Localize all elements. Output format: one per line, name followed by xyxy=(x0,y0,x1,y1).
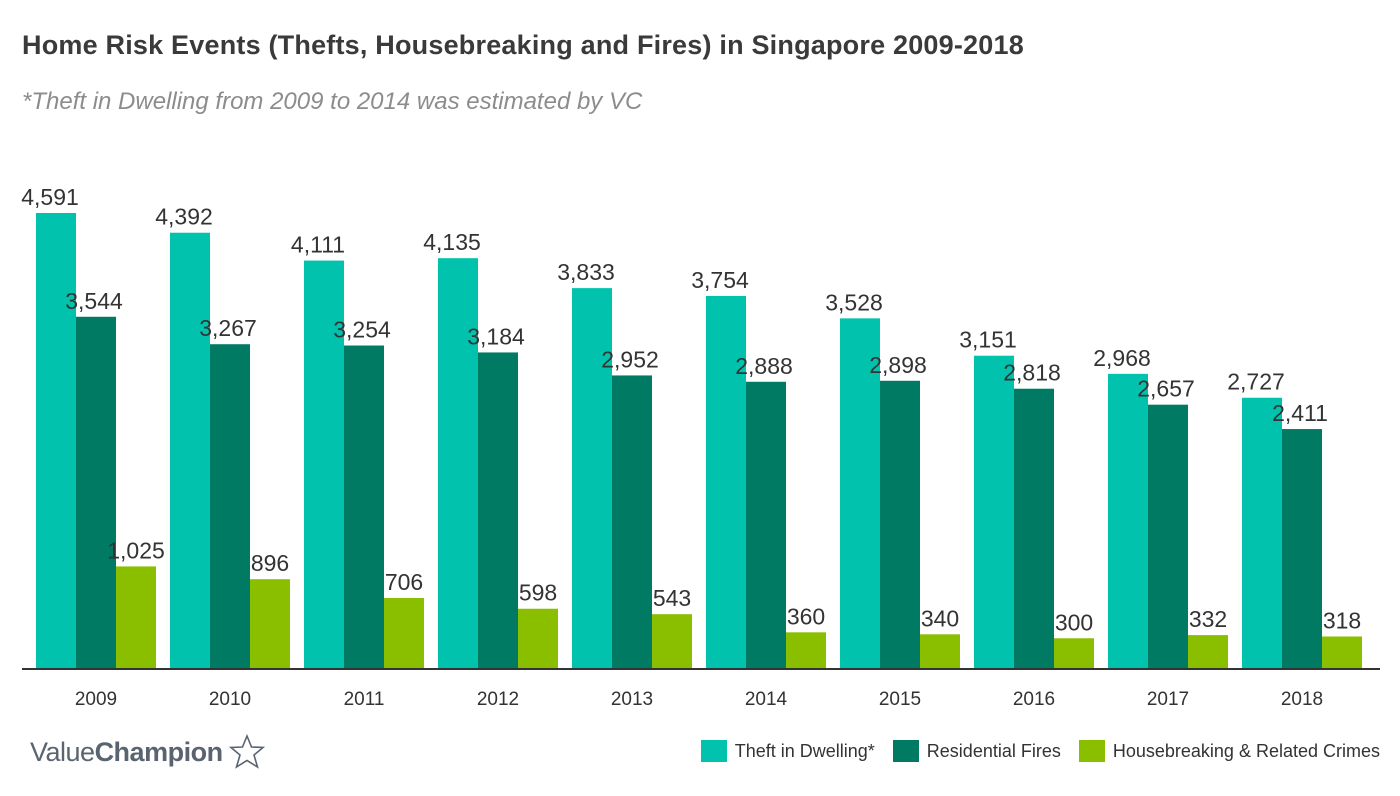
chart-subtitle: *Theft in Dwelling from 2009 to 2014 was… xyxy=(22,88,643,115)
data-label: 3,267 xyxy=(199,315,257,341)
x-tick-label: 2015 xyxy=(879,689,921,710)
x-tick-label: 2016 xyxy=(1013,689,1055,710)
data-label: 2,888 xyxy=(735,353,793,379)
data-label: 4,111 xyxy=(291,232,345,258)
bar-residential-fires-2010 xyxy=(210,344,250,668)
data-label: 360 xyxy=(787,603,825,629)
legend-item: Theft in Dwelling* xyxy=(700,740,875,762)
bar-theft-in-dwelling-2011 xyxy=(304,260,344,668)
bar-theft-in-dwelling-2013 xyxy=(572,288,612,668)
bar-residential-fires-2017 xyxy=(1148,404,1188,668)
brand-logo: ValueChampion xyxy=(30,734,265,770)
bar-residential-fires-2013 xyxy=(612,375,652,668)
bar-residential-fires-2016 xyxy=(1014,388,1054,668)
x-tick-label: 2012 xyxy=(477,689,519,710)
x-tick-label: 2011 xyxy=(344,689,385,710)
brand-name: ValueChampion xyxy=(30,737,223,768)
x-tick-label: 2013 xyxy=(611,689,653,710)
data-label: 896 xyxy=(251,550,289,576)
x-tick-label: 2010 xyxy=(209,689,251,710)
bar-residential-fires-2014 xyxy=(746,381,786,668)
bar-housebreaking-related-crimes-2009 xyxy=(116,566,156,668)
bar-housebreaking-related-crimes-2013 xyxy=(652,614,692,668)
data-label: 3,151 xyxy=(959,327,1017,353)
chart-title: Home Risk Events (Thefts, Housebreaking … xyxy=(22,30,1024,60)
legend-label: Housebreaking & Related Crimes xyxy=(1112,740,1380,761)
data-label: 2,968 xyxy=(1093,345,1151,371)
bar-housebreaking-related-crimes-2018 xyxy=(1322,636,1362,668)
data-label: 4,135 xyxy=(423,229,481,255)
x-tick-label: 2014 xyxy=(745,689,788,710)
bar-housebreaking-related-crimes-2010 xyxy=(250,579,290,668)
bar-housebreaking-related-crimes-2012 xyxy=(518,608,558,668)
bar-residential-fires-2009 xyxy=(76,316,116,668)
data-label: 3,544 xyxy=(65,288,123,314)
data-label: 2,657 xyxy=(1137,376,1195,402)
bar-theft-in-dwelling-2015 xyxy=(840,318,880,668)
data-label: 4,591 xyxy=(21,184,79,210)
legend-label: Theft in Dwelling* xyxy=(734,740,875,761)
chart-legend: Theft in Dwelling* Residential Fires House… xyxy=(700,740,1380,762)
bar-residential-fires-2012 xyxy=(478,352,518,668)
legend-label: Residential Fires xyxy=(926,740,1061,761)
data-label: 2,411 xyxy=(1272,400,1328,426)
bar-theft-in-dwelling-2018 xyxy=(1242,397,1282,668)
star-outline-icon xyxy=(228,734,265,769)
brand-name-bold: Champion xyxy=(94,736,224,767)
bar-residential-fires-2018 xyxy=(1282,429,1322,668)
data-label: 3,754 xyxy=(691,267,749,293)
data-label: 2,898 xyxy=(869,352,927,378)
bar-housebreaking-related-crimes-2016 xyxy=(1054,638,1094,668)
x-tick-label: 2017 xyxy=(1147,689,1189,710)
data-label: 2,818 xyxy=(1003,360,1061,386)
data-label: 300 xyxy=(1055,609,1093,635)
legend-swatch xyxy=(892,740,919,762)
data-label: 706 xyxy=(385,569,423,595)
data-label: 3,254 xyxy=(333,317,391,343)
data-label: 543 xyxy=(653,585,691,611)
legend-swatch xyxy=(700,740,727,762)
bar-theft-in-dwelling-2014 xyxy=(706,295,746,668)
data-label: 1,025 xyxy=(107,537,165,563)
x-tick-label: 2018 xyxy=(1281,689,1323,710)
bar-theft-in-dwelling-2017 xyxy=(1108,373,1148,668)
data-label: 318 xyxy=(1323,607,1361,633)
bar-housebreaking-related-crimes-2015 xyxy=(920,634,960,668)
bar-housebreaking-related-crimes-2014 xyxy=(786,632,826,668)
data-label: 4,392 xyxy=(155,204,213,230)
data-label: 3,184 xyxy=(467,323,525,349)
bar-theft-in-dwelling-2009 xyxy=(36,213,76,668)
data-label: 598 xyxy=(519,580,557,606)
data-label: 2,952 xyxy=(601,346,659,372)
legend-item: Housebreaking & Related Crimes xyxy=(1078,740,1380,762)
data-label: 332 xyxy=(1189,606,1227,632)
legend-swatch xyxy=(1078,740,1105,762)
data-label: 2,727 xyxy=(1227,369,1285,395)
legend-item: Residential Fires xyxy=(892,740,1061,762)
bar-theft-in-dwelling-2016 xyxy=(974,355,1014,668)
data-label: 3,528 xyxy=(825,289,883,315)
bar-housebreaking-related-crimes-2011 xyxy=(384,598,424,668)
brand-name-light: Value xyxy=(30,736,95,767)
bar-theft-in-dwelling-2010 xyxy=(170,232,210,668)
bar-residential-fires-2011 xyxy=(344,345,384,668)
bar-residential-fires-2015 xyxy=(880,380,920,668)
bar-theft-in-dwelling-2012 xyxy=(438,258,478,668)
x-tick-label: 2009 xyxy=(75,689,117,710)
data-label: 3,833 xyxy=(557,259,615,285)
data-label: 340 xyxy=(921,605,959,631)
bar-housebreaking-related-crimes-2017 xyxy=(1188,635,1228,668)
